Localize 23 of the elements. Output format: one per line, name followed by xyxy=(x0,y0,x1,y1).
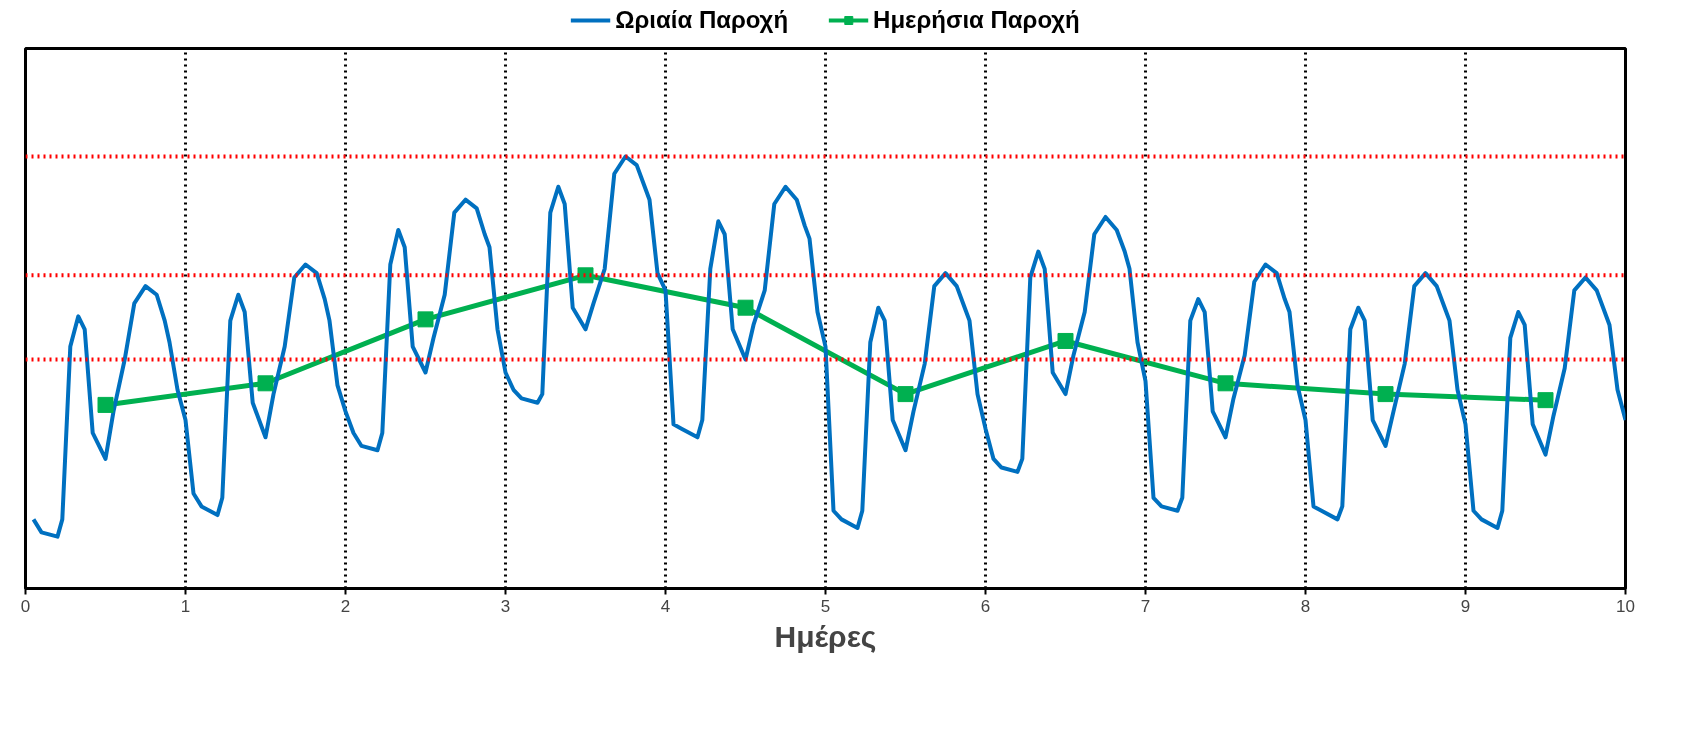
point xyxy=(1057,332,1074,349)
point xyxy=(897,386,914,403)
legend-label: Ημερήσια Παροχή xyxy=(873,6,1080,34)
x-tick-label: 10 xyxy=(1616,596,1635,616)
x-tick-label: 3 xyxy=(500,596,511,616)
x-tick-label: 7 xyxy=(1140,596,1151,616)
x-tick-label: 1 xyxy=(180,596,191,616)
point xyxy=(1377,386,1394,403)
point xyxy=(1217,375,1234,392)
point xyxy=(417,311,434,328)
point xyxy=(97,396,114,413)
x-tick-label: 0 xyxy=(20,596,31,616)
x-tick-label: 5 xyxy=(820,596,831,616)
x-tick-label: 8 xyxy=(1300,596,1311,616)
x-tick-label: 4 xyxy=(660,596,671,616)
x-axis-title: Ημέρες xyxy=(774,619,877,653)
legend-label: Ωριαία Παροχή xyxy=(615,6,789,34)
x-tick-label: 6 xyxy=(980,596,991,616)
x-tick-label: 2 xyxy=(340,596,351,616)
point xyxy=(1537,392,1554,409)
point xyxy=(257,375,274,392)
point xyxy=(737,299,754,316)
x-tick-label: 9 xyxy=(1460,596,1471,616)
